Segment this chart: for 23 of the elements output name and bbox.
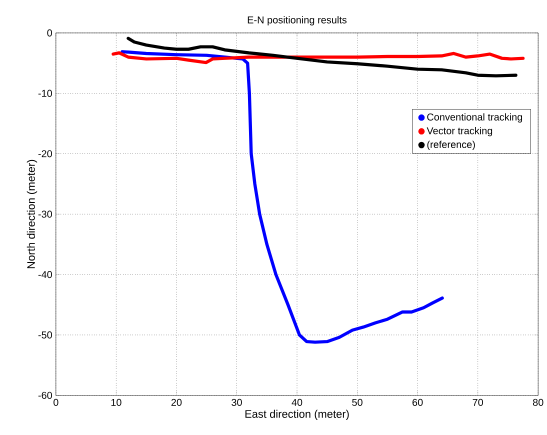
y-axis-title: North direction (meter): [26, 160, 38, 268]
legend-label: (reference): [427, 140, 475, 150]
y-tick-label: -40: [38, 270, 52, 278]
chart-title: E-N positioning results: [248, 16, 347, 26]
legend-label: Vector tracking: [426, 126, 492, 136]
x-tick-label: 10: [111, 398, 122, 406]
line-series: [126, 36, 518, 78]
x-tick-label: 20: [171, 398, 182, 406]
x-tick-label: 40: [292, 398, 302, 406]
x-tick-label: 60: [412, 398, 423, 406]
x-axis-title: East direction (meter): [245, 410, 349, 420]
x-tick-label: 70: [472, 398, 484, 406]
x-tick-label: 0: [54, 398, 58, 406]
legend-label: Conventional tracking: [427, 113, 522, 122]
x-tick-label: 50: [352, 398, 362, 406]
y-tick-label: -30: [38, 210, 52, 218]
y-tick-label: -10: [38, 90, 52, 97]
y-tick-label: -20: [38, 150, 52, 158]
y-tick-label: 0: [47, 29, 52, 36]
y-tick-label: -60: [38, 392, 52, 399]
y-tick-label: -50: [38, 331, 52, 338]
x-tick-label: 80: [533, 398, 544, 406]
x-tick-label: 30: [232, 398, 242, 406]
